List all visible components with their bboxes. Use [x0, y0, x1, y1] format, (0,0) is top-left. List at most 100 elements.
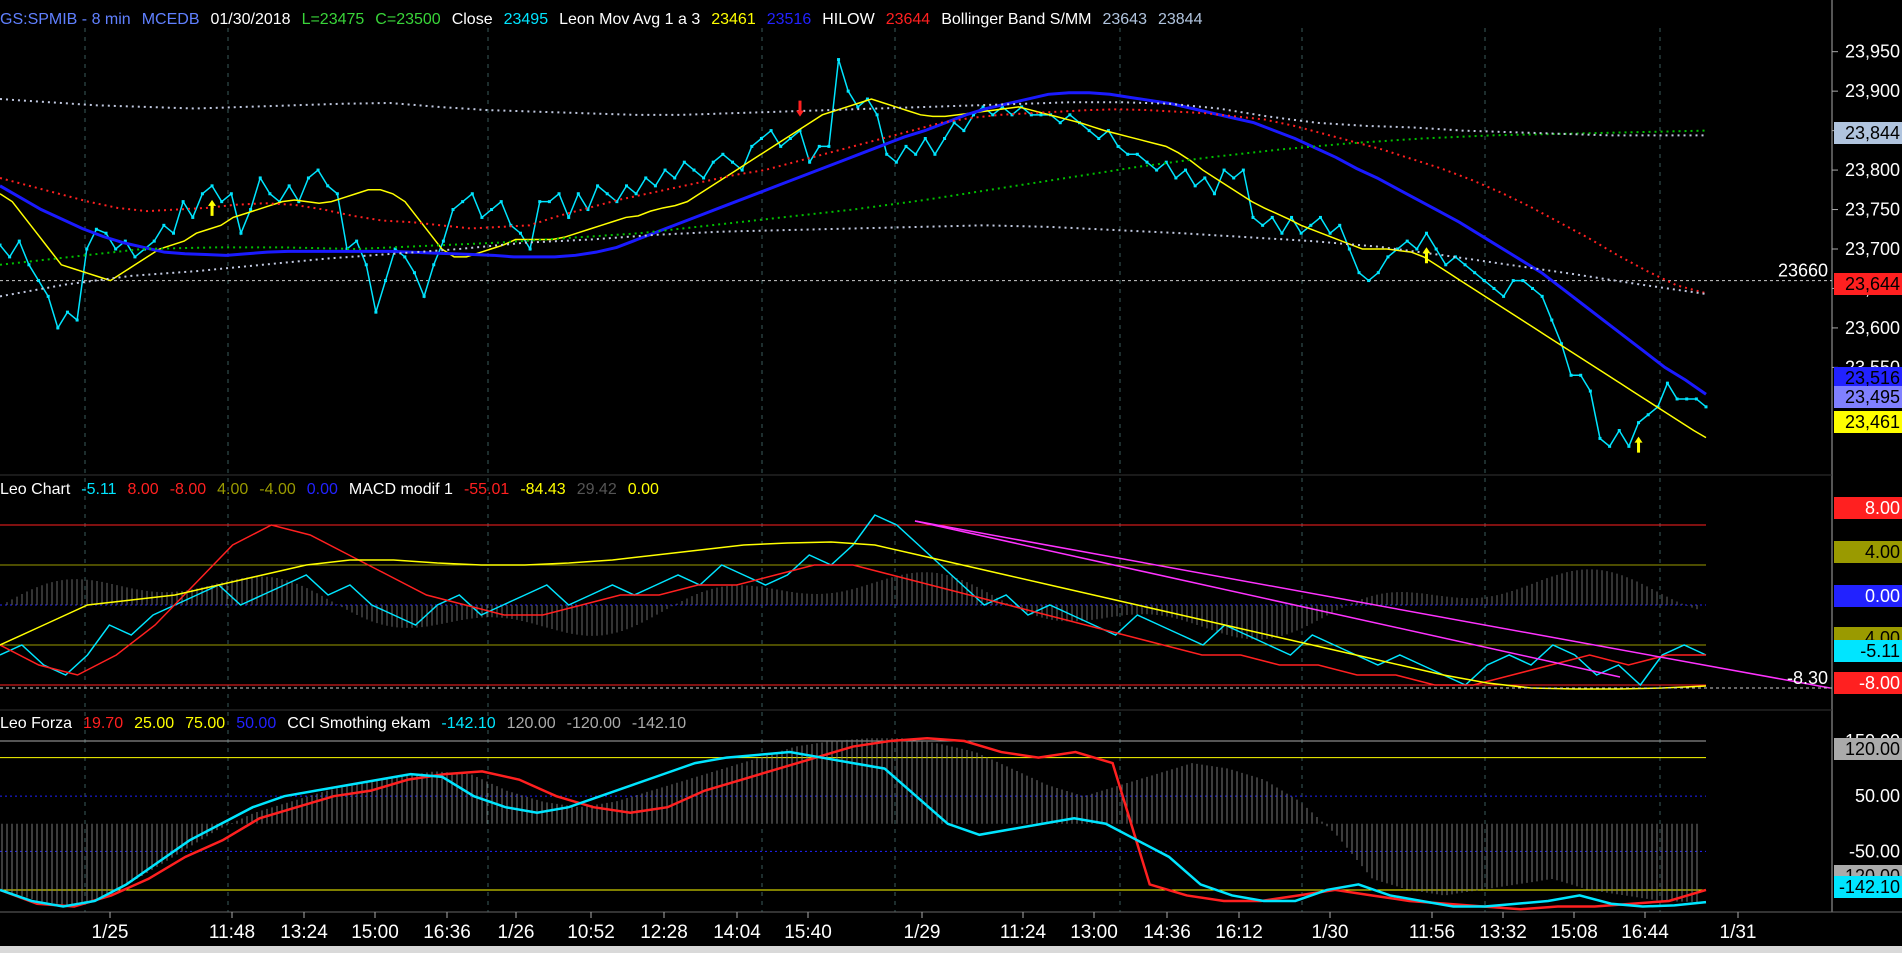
- macd-item: Leo Chart: [0, 481, 71, 498]
- close-point: [1280, 231, 1284, 235]
- close-point: [943, 137, 947, 140]
- close-point: [65, 310, 69, 314]
- sell-arrow-icon: [795, 100, 804, 117]
- close-point: [1608, 444, 1612, 448]
- close-point: [403, 255, 407, 259]
- price-series-line: [0, 59, 1707, 448]
- x-tick-label: 1/26: [498, 922, 535, 943]
- close-point: [865, 97, 869, 101]
- close-point: [1434, 247, 1438, 251]
- close-point: [933, 152, 937, 156]
- close-point: [576, 192, 580, 196]
- close-point: [779, 144, 783, 148]
- close-point: [1540, 294, 1544, 298]
- close-point: [1097, 137, 1101, 140]
- x-tick-label: 16:12: [1215, 922, 1263, 943]
- close-point: [1550, 318, 1554, 322]
- close-point: [1299, 231, 1303, 235]
- close-point: [653, 184, 657, 188]
- cci-tag-label: -142.10: [1839, 877, 1900, 897]
- close-point: [1164, 160, 1168, 164]
- macd-tag-label: 4.00: [1865, 542, 1900, 562]
- close-point: [27, 263, 31, 267]
- close-point: [692, 168, 696, 172]
- close-point: [1251, 215, 1255, 219]
- close-point: [374, 310, 378, 314]
- close-point: [85, 247, 89, 251]
- close-point: [528, 247, 532, 251]
- macd-tag-label: -8.00: [1859, 673, 1900, 693]
- close-point: [759, 137, 763, 140]
- status-bar: [0, 946, 1902, 953]
- x-tick-label: 1/25: [92, 922, 129, 943]
- price-tag: [1834, 386, 1902, 408]
- price-panel: [0, 58, 1832, 453]
- close-point: [239, 231, 243, 235]
- close-point: [596, 184, 600, 188]
- price-item: Bollinger Band S/MM: [941, 11, 1092, 28]
- close-point: [412, 271, 416, 275]
- close-point: [1502, 294, 1506, 298]
- x-tick-label: 13:00: [1070, 922, 1118, 943]
- macd-tag: [1834, 640, 1902, 662]
- close-point: [1569, 373, 1573, 377]
- close-point: [846, 89, 850, 93]
- x-tick-label: 15:08: [1550, 922, 1598, 943]
- close-point: [1087, 129, 1091, 133]
- close-point: [152, 239, 156, 243]
- x-tick-label: 11:24: [1000, 922, 1047, 943]
- close-point: [220, 200, 224, 204]
- close-point: [1598, 436, 1602, 440]
- close-point: [46, 294, 50, 298]
- cci-item: 50.00: [236, 715, 277, 732]
- close-point: [817, 144, 821, 148]
- close-point: [1463, 263, 1467, 267]
- close-point: [644, 176, 648, 180]
- close-point: [962, 129, 966, 133]
- close-point: [345, 247, 349, 251]
- close-point: [798, 129, 802, 133]
- price-item: 23644: [885, 11, 931, 28]
- close-point: [75, 318, 79, 322]
- close-point: [1482, 279, 1486, 283]
- close-point: [547, 200, 551, 204]
- close-point: [162, 223, 166, 227]
- x-tick-label: 13:32: [1479, 922, 1527, 943]
- close-point: [490, 208, 494, 212]
- cci-item: 19.70: [83, 715, 124, 732]
- close-point: [682, 160, 686, 164]
- close-point: [952, 121, 956, 125]
- x-tick-label: 1/30: [1312, 922, 1349, 943]
- close-point: [856, 105, 860, 109]
- price-tag-label: 23,644: [1845, 274, 1900, 294]
- price-item: GS:SPMIB - 8 min: [0, 11, 131, 28]
- close-point: [422, 294, 426, 298]
- price-reference-label: 23660: [1778, 261, 1828, 281]
- close-point: [567, 215, 571, 219]
- close-point: [1347, 247, 1351, 251]
- macd-tag-label: 0.00: [1865, 586, 1900, 606]
- close-point: [316, 168, 320, 172]
- close-point: [1559, 342, 1563, 346]
- close-point: [1685, 397, 1689, 401]
- close-point: [1116, 144, 1120, 148]
- close-point: [123, 239, 127, 243]
- close-point: [335, 192, 339, 196]
- x-tick-label: 15:40: [784, 922, 832, 943]
- cci-item: Leo Forza: [0, 715, 73, 732]
- close-point: [1424, 231, 1428, 235]
- close-point: [1126, 152, 1130, 156]
- close-point: [1270, 215, 1274, 219]
- x-tick-label: 16:44: [1621, 922, 1669, 943]
- cci-item: 120.00: [506, 715, 556, 732]
- close-point: [1135, 152, 1139, 156]
- close-point: [364, 263, 368, 267]
- price-tag: [1834, 411, 1902, 433]
- close-point: [133, 255, 137, 259]
- close-point: [1029, 113, 1033, 117]
- close-point: [837, 58, 841, 62]
- close-point: [673, 176, 677, 180]
- cci-tick-label: -50.00: [1849, 841, 1900, 861]
- price-tick-label: 23,700: [1845, 239, 1900, 259]
- close-point: [1174, 176, 1178, 180]
